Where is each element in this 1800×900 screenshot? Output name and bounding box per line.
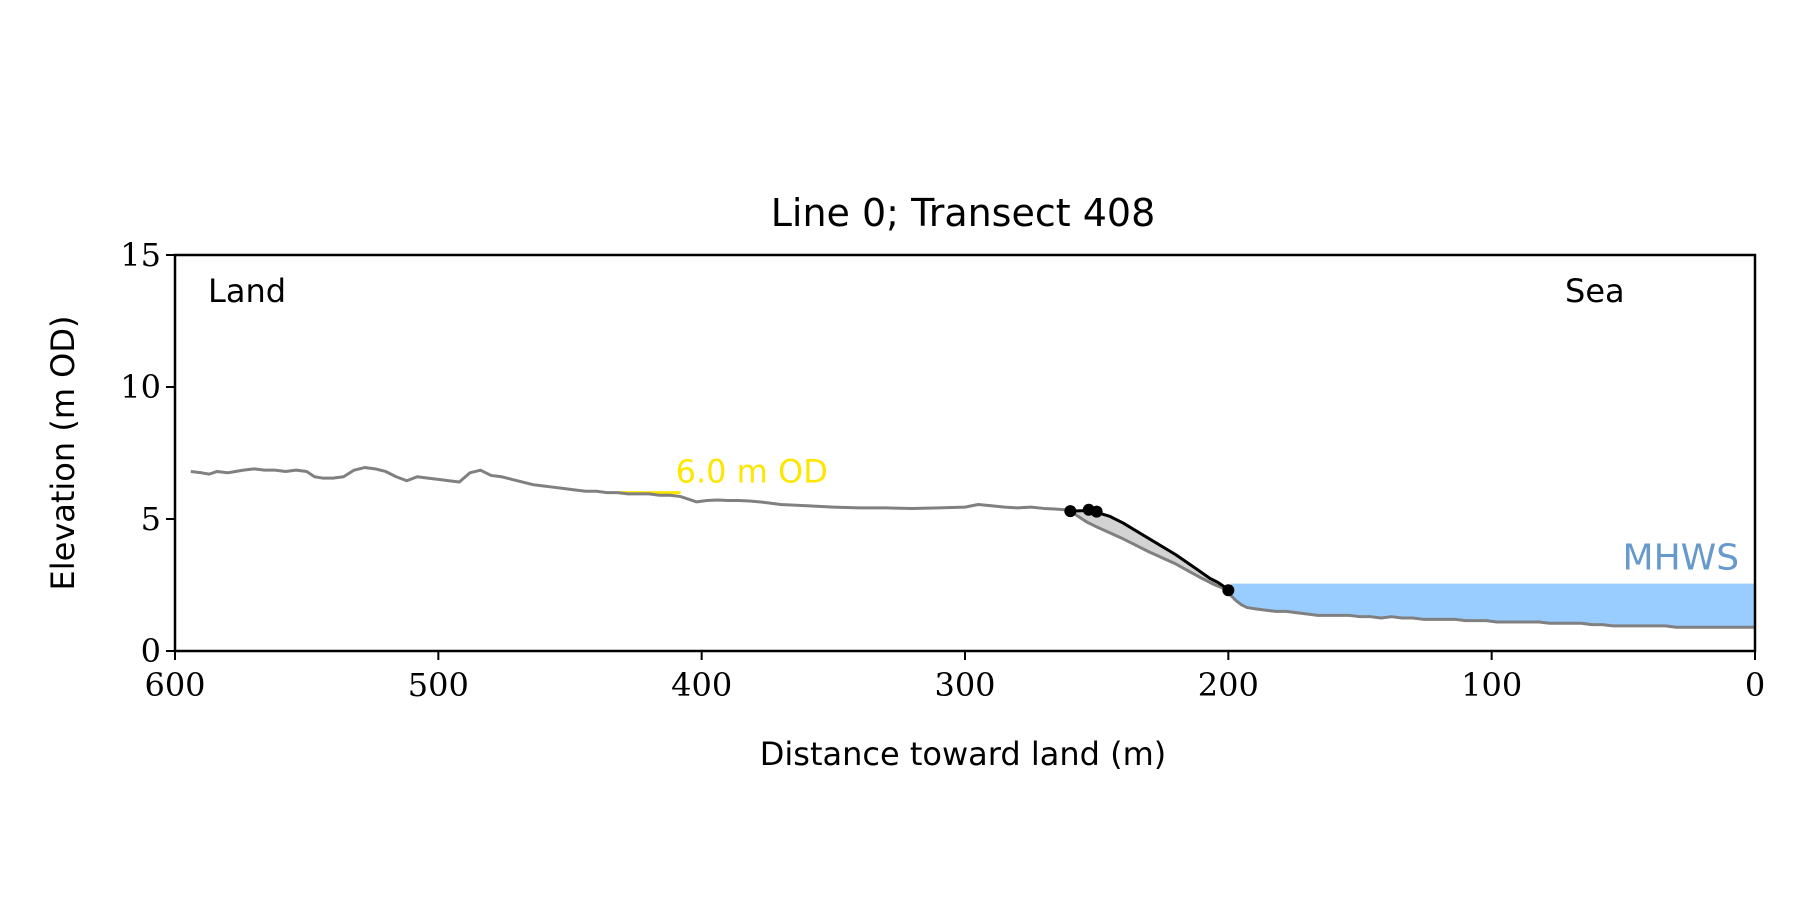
cliff-point-2 <box>1090 505 1103 518</box>
cliff-point-3 <box>1222 584 1235 597</box>
plot-data: 6.0 m OD MHWS <box>190 453 1755 629</box>
land-annotation: Land <box>208 272 286 310</box>
chart-title: Line 0; Transect 408 <box>771 191 1156 235</box>
sea-annotation: Sea <box>1565 272 1625 310</box>
x-tick-label-200: 200 <box>1198 666 1259 704</box>
level-label: 6.0 m OD <box>676 453 828 491</box>
y-tick-label-0: 0 <box>141 632 161 670</box>
y-tick-label-10: 10 <box>120 368 161 406</box>
x-tick-label-400: 400 <box>671 666 732 704</box>
mhws-label: MHWS <box>1623 538 1740 579</box>
x-tick-label-300: 300 <box>934 666 995 704</box>
axis-ticks: 600 500 400 300 200 100 0 0 5 10 15 <box>120 236 1765 704</box>
x-tick-label-600: 600 <box>144 666 205 704</box>
profile-line <box>190 466 1755 629</box>
x-axis-label: Distance toward land (m) <box>760 735 1166 773</box>
x-tick-label-0: 0 <box>1745 666 1765 704</box>
cliff-point-0 <box>1064 505 1077 518</box>
x-tick-label-500: 500 <box>408 666 469 704</box>
y-tick-label-5: 5 <box>141 500 161 538</box>
y-axis-label: Elevation (m OD) <box>44 316 82 591</box>
y-tick-label-15: 15 <box>120 236 161 274</box>
x-tick-label-100: 100 <box>1461 666 1522 704</box>
